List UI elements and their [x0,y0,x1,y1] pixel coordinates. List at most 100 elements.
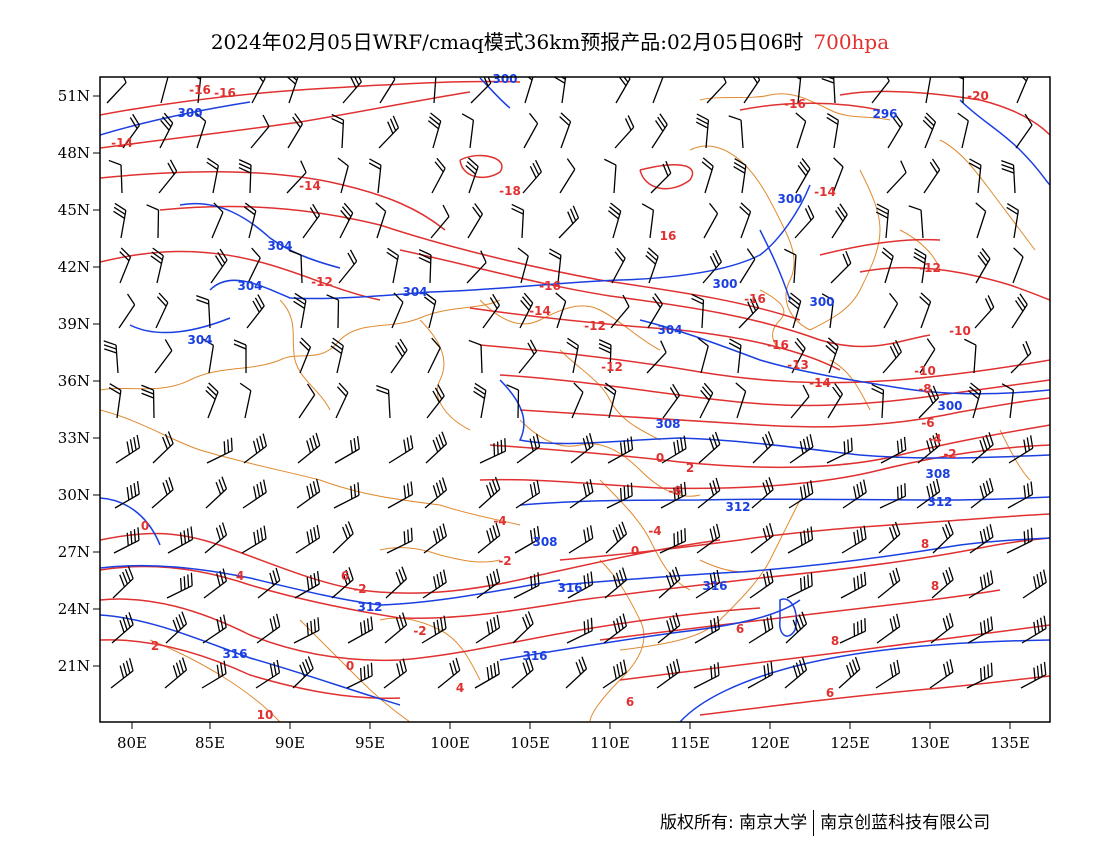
wind-barb [604,158,617,194]
wind-barb [386,247,399,284]
wind-barb [233,339,247,373]
temperature-contour [100,565,581,619]
temperature-label: 4 [236,569,244,583]
wind-barb [830,250,852,284]
wind-barb [951,77,965,104]
wind-barb [876,613,901,644]
wind-barb [246,294,265,329]
height-label: 312 [725,500,750,514]
height-label: 308 [655,417,680,431]
temperature-contour [100,91,471,149]
height-contour [100,497,161,546]
wind-barb [821,77,836,104]
wind-barb [165,611,188,644]
latitude-axis: 51N 48N 45N 42N 39N 36N 33N 30N 27N 24N 21N [58,87,100,675]
height-label: 300 [809,295,834,309]
height-contour [129,317,231,334]
wind-barb [159,112,174,149]
wind-barb [826,112,840,149]
wind-barb [113,527,140,554]
wind-barb [728,115,744,149]
wind-barb [390,338,408,374]
height-contour [499,379,1050,459]
wind-barb [465,157,479,194]
wind-barb [739,202,752,239]
height-label: 300 [492,72,517,86]
temperature-label: -16 [189,83,211,97]
temperature-label: -4 [493,514,506,528]
lon-tick-label: 120E [750,734,790,752]
wind-barb [423,523,447,554]
wind-barb [346,662,373,689]
lon-tick-label: 80E [117,734,147,752]
wind-barb [661,435,687,464]
contour-labels: -16 -16-14-14 -18-16-14-20-16-12-16-14-12-… [111,72,989,722]
wind-barb [335,382,349,419]
wind-barb [570,433,594,464]
wind-barb [875,203,890,239]
wind-barb [203,568,227,599]
wind-barb [302,203,321,239]
temperature-contour [499,374,1050,407]
wind-barb [694,616,720,644]
wind-barb [1016,77,1029,104]
wind-barb [878,521,901,554]
wind-barb [785,611,808,644]
wind-barb [657,612,681,644]
wind-barb [511,657,534,689]
temperature-label: -10 [949,324,971,338]
wind-barb [826,437,853,464]
wind-barb [733,158,747,194]
wind-barb [932,521,954,554]
wind-barb [555,292,567,329]
lon-tick-label: 90E [275,734,305,752]
wind-barb [387,481,414,509]
temperature-contour [489,424,1050,469]
wind-barb [513,572,540,599]
temperature-label: -4 [928,432,941,446]
wind-barb [786,572,813,599]
wind-barb [548,248,562,284]
height-label: 304 [657,323,682,337]
temperature-label: 10 [257,708,274,722]
wind-barb [702,249,722,284]
wind-barb [964,338,977,374]
wind-barb [739,248,756,284]
boundary-line [689,145,811,331]
height-label: 312 [927,495,952,509]
height-label: 296 [872,107,897,121]
temperature-contour [699,675,1050,716]
wind-barb [923,158,941,194]
wind-barb [293,617,320,644]
wind-barb [752,431,774,464]
wind-barb [482,293,501,329]
boundary-line [809,169,881,331]
wind-barb [474,661,500,689]
wind-barb [974,295,995,329]
lat-tick-label: 48N [58,144,90,162]
wind-barb [615,77,631,104]
wind-barb [919,292,932,329]
temperature-contour [459,154,503,179]
wind-barb [418,249,432,284]
lat-tick-label: 21N [58,657,90,675]
wind-barb [167,526,194,554]
wind-barb [241,525,267,554]
wind-barb [521,77,534,104]
wind-barb [825,337,839,374]
temperature-label: -4 [648,524,661,538]
wind-barb [886,160,907,194]
wind-barb [299,337,312,374]
lat-tick-label: 45N [58,201,90,219]
wind-barb [1010,340,1032,374]
wind-barb [821,293,835,329]
wind-barb [333,482,360,509]
temperature-contour [100,80,521,116]
wind-barb [195,112,207,149]
lon-tick-label: 100E [430,734,470,752]
wind-barb [662,383,681,419]
wind-barb [918,385,940,419]
height-label: 308 [532,535,557,549]
wind-barb [647,293,663,329]
